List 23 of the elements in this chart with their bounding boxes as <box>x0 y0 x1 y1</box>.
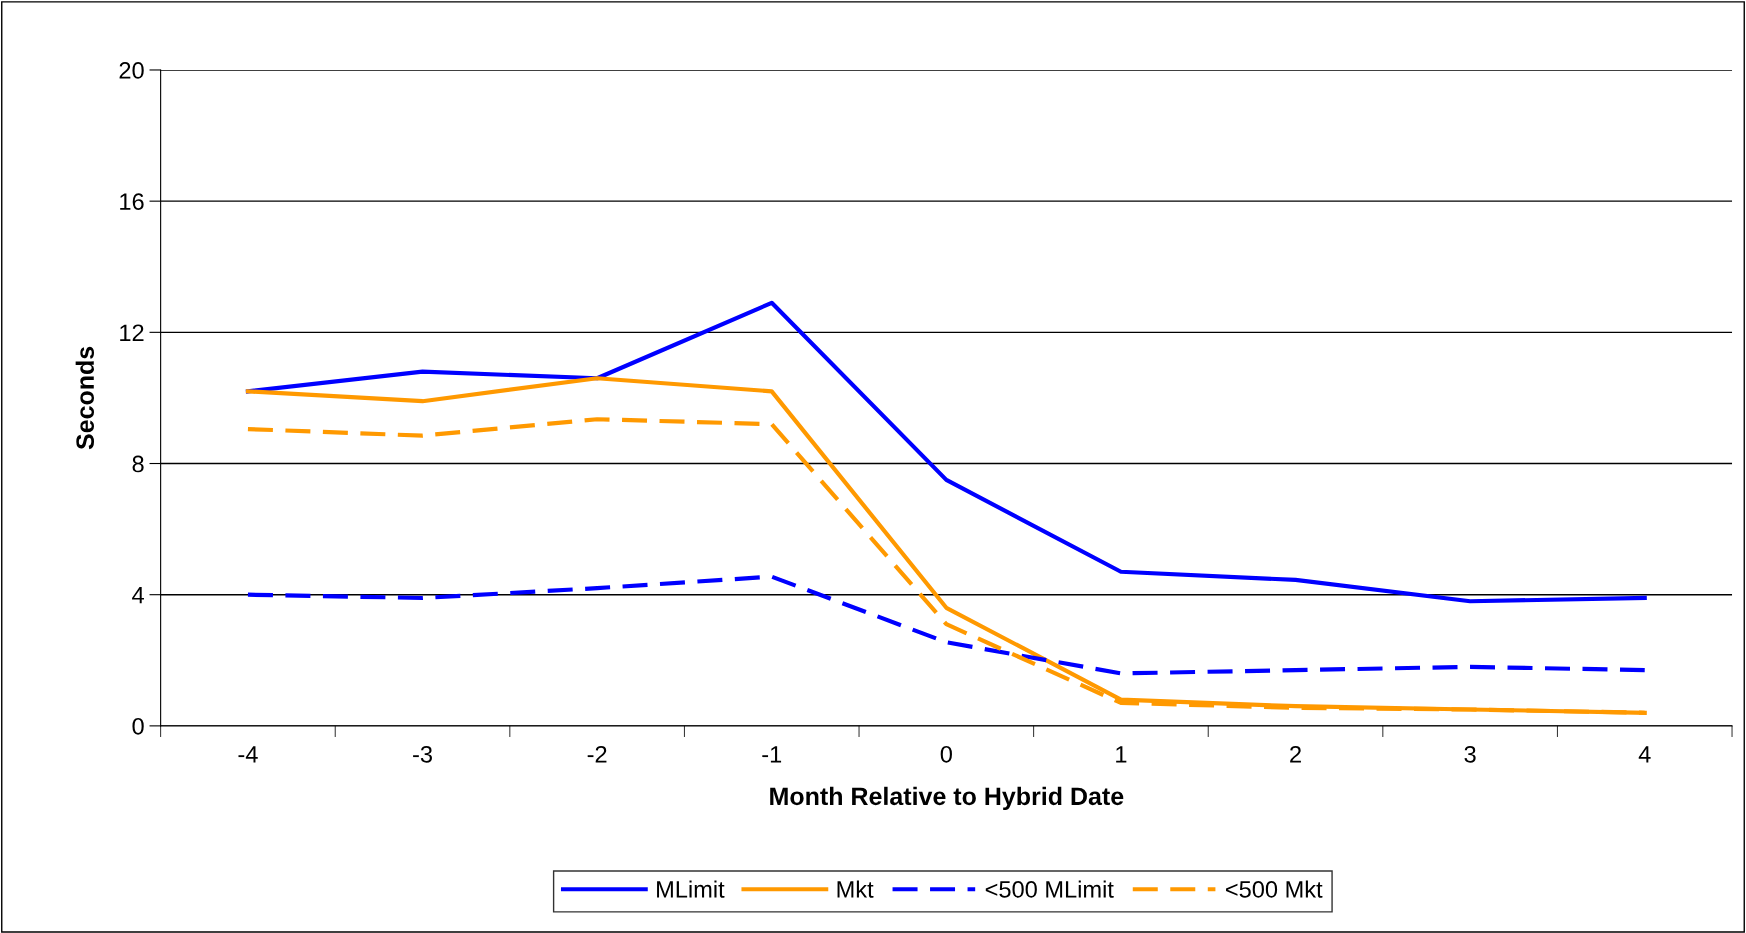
x-tick-label: 3 <box>1464 745 1476 763</box>
y-axis-title: Seconds <box>75 346 95 450</box>
y-tick-label: 16 <box>120 193 144 210</box>
x-tick-label: -3 <box>413 745 432 763</box>
y-tick-label: 8 <box>132 455 144 473</box>
x-tick-label: 4 <box>1638 746 1651 763</box>
line-series <box>245 574 1647 676</box>
y-tick-label: 20 <box>119 62 144 79</box>
x-axis-title: Month Relative to Hybrid Date <box>770 786 1124 811</box>
x-tick-label: -2 <box>587 745 607 763</box>
x-tick-label: 0 <box>940 745 952 763</box>
x-tick-label: 2 <box>1290 745 1301 763</box>
legend-label: MLimit <box>657 880 725 898</box>
y-tick-label: 4 <box>132 587 144 604</box>
x-tick-label: -1 <box>762 746 782 763</box>
y-tick-label: 12 <box>120 324 144 341</box>
x-tick-label: 1 <box>1116 746 1127 763</box>
legend-label: Mkt <box>837 880 874 898</box>
legend-label: <500 MLimit <box>985 880 1114 898</box>
legend-label: <500 Mkt <box>1226 880 1323 898</box>
line-series <box>245 300 1647 604</box>
y-tick-label: 0 <box>132 717 144 735</box>
x-tick-label: -4 <box>238 746 258 763</box>
